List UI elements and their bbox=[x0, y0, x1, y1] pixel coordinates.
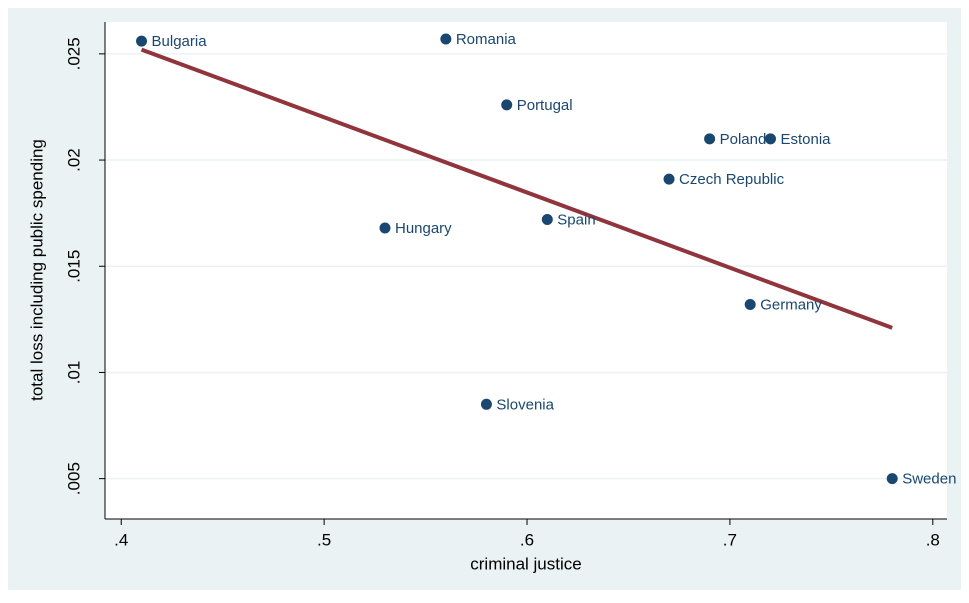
point bbox=[704, 133, 716, 145]
point bbox=[379, 222, 391, 234]
point-label: Romania bbox=[456, 31, 517, 48]
y-axis-title: total loss including public spending bbox=[27, 139, 46, 401]
point-label: Bulgaria bbox=[152, 33, 208, 50]
point-label: Czech Republic bbox=[679, 171, 785, 188]
y-tick-label: .015 bbox=[64, 250, 83, 283]
point bbox=[764, 133, 776, 145]
point-label: Slovenia bbox=[496, 396, 554, 413]
point bbox=[136, 35, 148, 47]
point-label: Portugal bbox=[517, 97, 573, 114]
point-label: Sweden bbox=[902, 471, 956, 488]
x-tick-label: .8 bbox=[926, 530, 940, 549]
point bbox=[744, 298, 756, 310]
x-axis-title: criminal justice bbox=[470, 554, 581, 573]
point bbox=[663, 173, 675, 185]
point bbox=[501, 99, 513, 111]
point bbox=[541, 214, 553, 226]
x-tick-label: .5 bbox=[317, 530, 331, 549]
y-tick-label: .01 bbox=[64, 361, 83, 385]
point-label: Hungary bbox=[395, 220, 452, 237]
point bbox=[480, 398, 492, 410]
point-label: Germany bbox=[760, 296, 822, 313]
point bbox=[886, 473, 898, 485]
y-tick-label: .005 bbox=[64, 462, 83, 495]
x-tick-label: .7 bbox=[723, 530, 737, 549]
plot-area bbox=[105, 22, 947, 519]
x-tick-label: .4 bbox=[114, 530, 128, 549]
y-tick-label: .025 bbox=[64, 37, 83, 70]
point bbox=[440, 33, 452, 45]
fit-line bbox=[140, 47, 893, 330]
y-tick-label: .02 bbox=[64, 148, 83, 172]
x-tick-label: .6 bbox=[520, 530, 534, 549]
point-label: Poland bbox=[720, 131, 767, 148]
point-label: Spain bbox=[557, 211, 595, 228]
point-label: Estonia bbox=[780, 131, 831, 148]
